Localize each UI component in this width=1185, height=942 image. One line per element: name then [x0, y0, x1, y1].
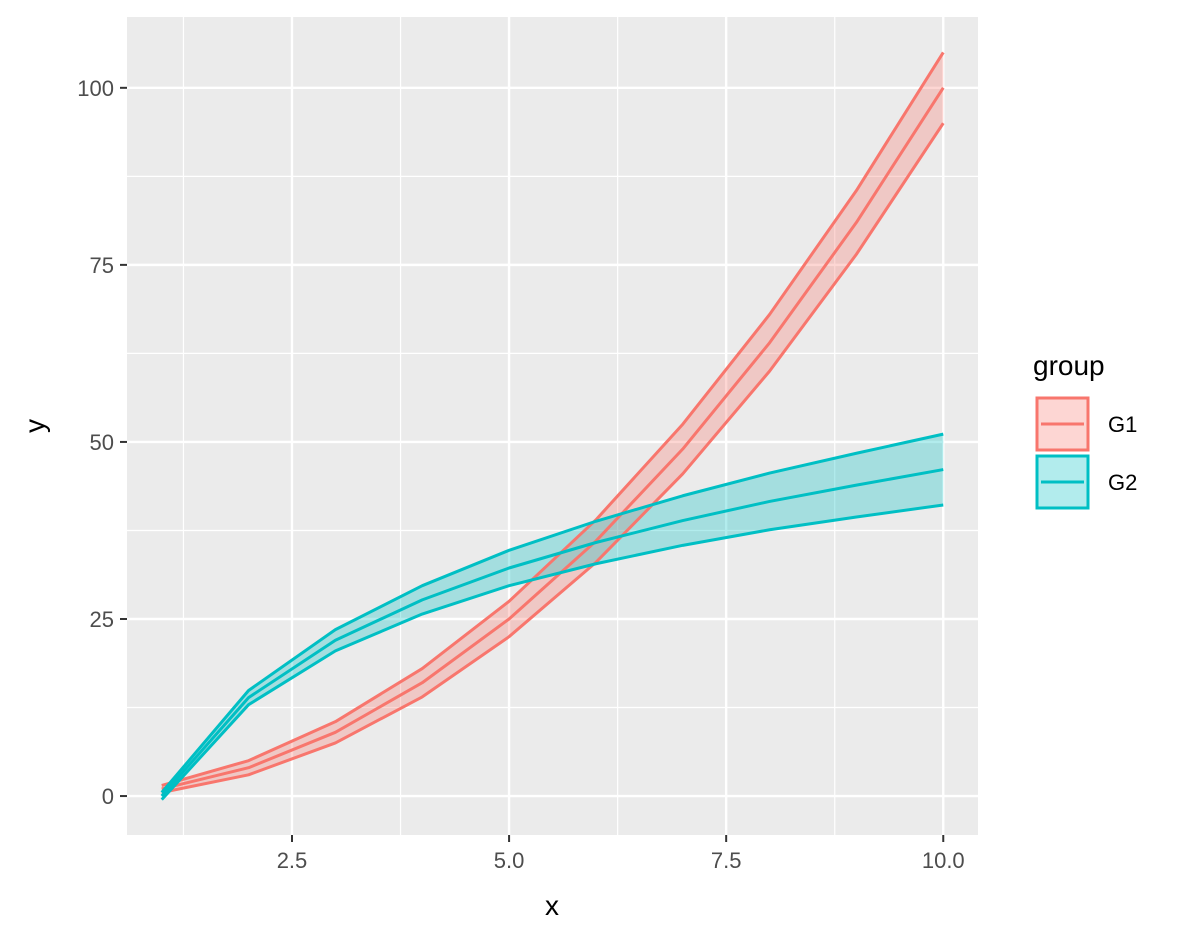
legend-title: group: [1033, 350, 1105, 381]
panel-background: [127, 17, 978, 835]
y-tick-label: 75: [90, 253, 114, 278]
series-lines: [160, 51, 945, 801]
ribbons: [161, 52, 944, 800]
y-tick-label: 50: [90, 430, 114, 455]
legend-label-G1: G1: [1108, 412, 1137, 437]
series-upper-bound-G1: [161, 51, 945, 787]
ribbon-G2: [161, 434, 944, 800]
legend-label-G2: G2: [1108, 470, 1137, 495]
y-axis: 0 25 50 75 100: [77, 76, 127, 809]
x-tick-label: 10.0: [922, 848, 965, 873]
y-axis-title: y: [19, 419, 50, 433]
y-tick-label: 100: [77, 76, 114, 101]
series-line-G1: [161, 87, 945, 791]
series-lower-bound-G2: [160, 503, 944, 801]
legend: group G1 G2: [1033, 350, 1137, 510]
series-upper-bound-G2: [160, 432, 944, 794]
x-tick-label: 7.5: [711, 848, 742, 873]
minor-gridlines: [127, 17, 978, 835]
x-axis-title: x: [545, 890, 559, 921]
x-tick-label: 5.0: [494, 848, 525, 873]
series-lower-bound-G1: [161, 122, 945, 794]
series-line-G2: [160, 468, 944, 798]
major-gridlines: [127, 17, 978, 835]
x-tick-label: 2.5: [277, 848, 308, 873]
y-tick-label: 25: [90, 607, 114, 632]
y-tick-label: 0: [102, 784, 114, 809]
x-axis: 2.5 5.0 7.5 10.0: [277, 835, 965, 873]
